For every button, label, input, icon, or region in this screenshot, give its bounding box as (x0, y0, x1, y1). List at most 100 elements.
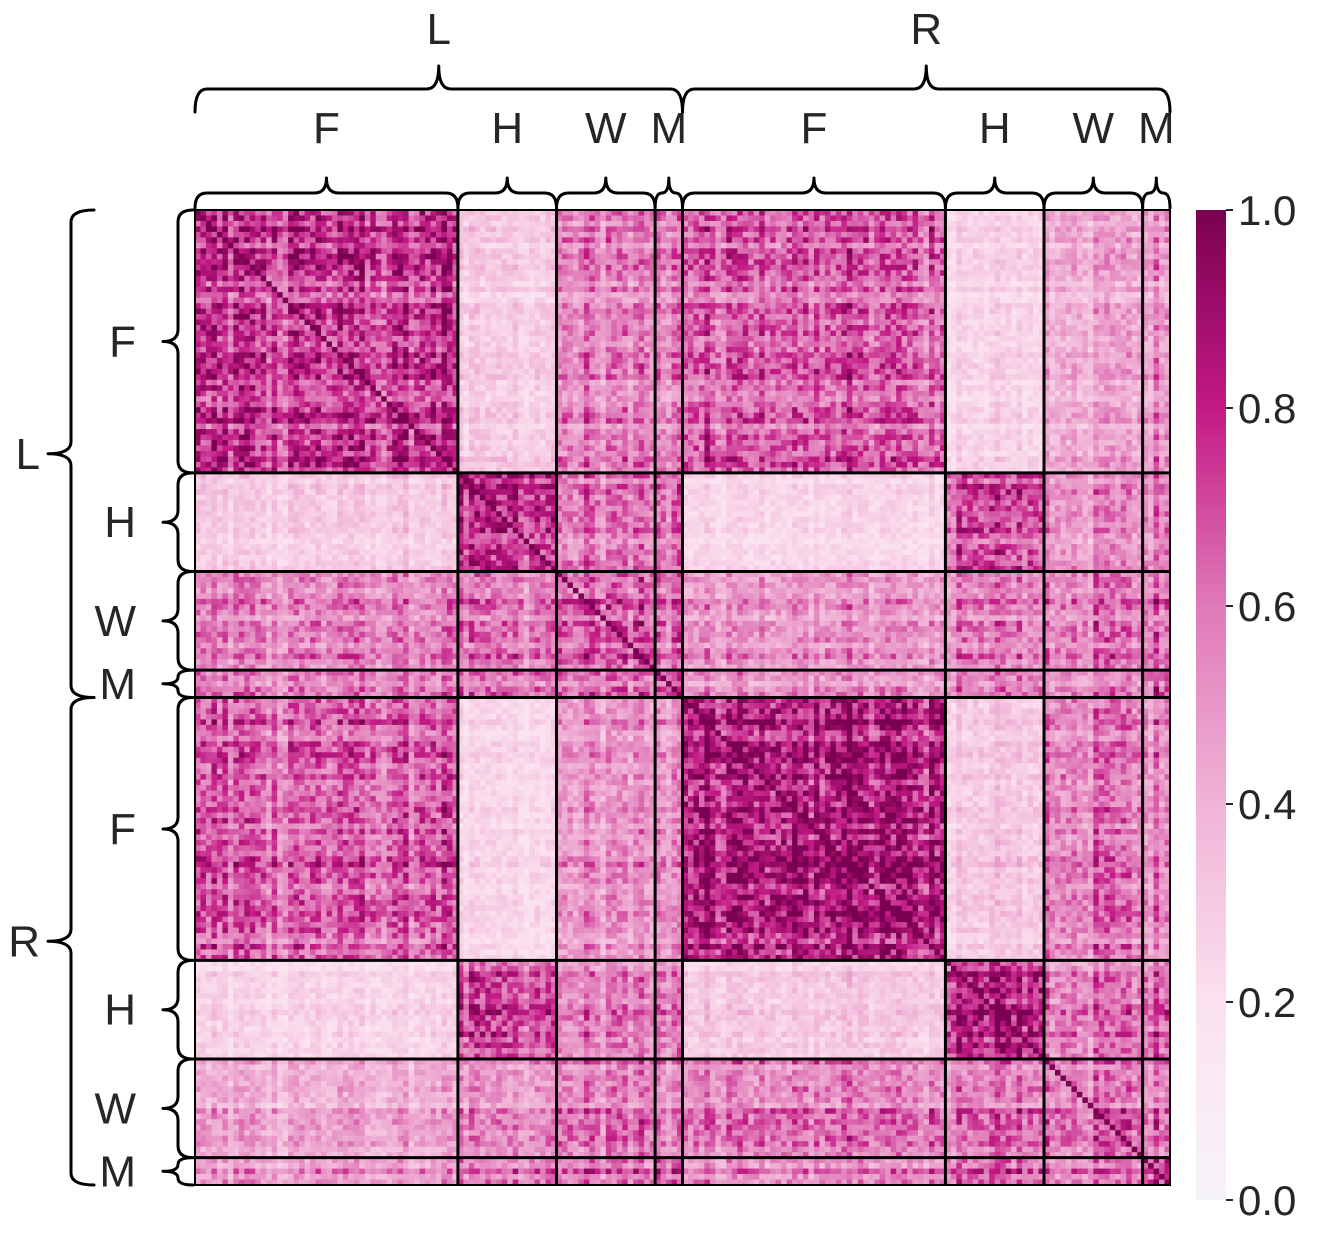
heatmap-cell (704, 259, 711, 266)
heatmap-cell (430, 319, 437, 326)
heatmap-cell (299, 346, 305, 353)
heatmap-cell (846, 352, 853, 359)
heatmap-cell (687, 237, 694, 244)
heatmap-cell (852, 357, 859, 364)
heatmap-cell (616, 259, 623, 266)
heatmap-cell (1137, 308, 1144, 315)
heatmap-cell (485, 264, 492, 271)
heatmap-cell (605, 220, 612, 227)
heatmap-cell (255, 297, 262, 304)
heatmap-cell (605, 346, 612, 353)
heatmap-cell (824, 220, 831, 227)
heatmap-cell (233, 248, 240, 255)
heatmap-cell (709, 264, 716, 271)
heatmap-cell (896, 297, 902, 304)
heatmap-cell (726, 314, 733, 320)
heatmap-cell (972, 259, 979, 266)
heatmap-cell (205, 281, 212, 288)
heatmap-cell (485, 303, 492, 309)
heatmap-cell (671, 264, 678, 271)
heatmap-cell (561, 319, 568, 326)
heatmap-cell (468, 292, 475, 299)
heatmap-cell (1076, 341, 1083, 348)
heatmap-cell (808, 357, 815, 364)
heatmap-cell (227, 314, 234, 320)
heatmap-cell (1104, 352, 1111, 359)
heatmap-cell (813, 210, 820, 216)
heatmap-cell (994, 292, 1001, 299)
heatmap-cell (753, 292, 760, 299)
heatmap-cell (474, 275, 481, 282)
heatmap-cell (781, 314, 787, 320)
heatmap-cell (863, 308, 870, 315)
heatmap-cell (633, 275, 640, 282)
heatmap-cell (863, 270, 870, 277)
heatmap-cell (890, 346, 897, 353)
heatmap-cell (594, 226, 601, 233)
heatmap-cell (934, 341, 941, 348)
heatmap-cell (715, 281, 722, 288)
heatmap-cell (364, 237, 371, 244)
heatmap-cell (1153, 319, 1160, 326)
heatmap-cell (978, 335, 985, 342)
heatmap-cell (1104, 242, 1111, 249)
heatmap-cell (556, 275, 563, 282)
heatmap-cell (896, 335, 902, 342)
heatmap-cell (534, 220, 541, 227)
heatmap-cell (496, 259, 503, 266)
heatmap-cell (605, 253, 612, 260)
heatmap-cell (288, 215, 294, 222)
heatmap-cell (868, 286, 875, 293)
heatmap-cell (288, 259, 294, 266)
heatmap-cell (649, 220, 656, 227)
heatmap-cell (704, 325, 711, 331)
heatmap-cell (1076, 226, 1083, 233)
heatmap-cell (983, 210, 990, 216)
heatmap-cell (1159, 325, 1165, 331)
heatmap-cell (868, 264, 875, 271)
heatmap-cell (238, 314, 245, 320)
heatmap-cell (742, 215, 749, 222)
heatmap-cell (364, 308, 371, 315)
heatmap-cell (545, 215, 552, 222)
heatmap-cell (1054, 357, 1061, 364)
heatmap-cell (205, 308, 212, 315)
heatmap-cell (1120, 357, 1127, 364)
heatmap-cell (490, 303, 497, 309)
heatmap-cell (419, 215, 426, 222)
heatmap-cell (408, 330, 415, 337)
heatmap-cell (572, 303, 579, 309)
heatmap-cell (1137, 237, 1144, 244)
heatmap-cell (222, 286, 229, 293)
heatmap-cell (1153, 303, 1160, 309)
heatmap-cell (1000, 308, 1007, 315)
heatmap-cell (1016, 264, 1023, 271)
heatmap-cell (523, 259, 530, 266)
heatmap-cell (666, 335, 672, 342)
heatmap-cell (425, 314, 431, 320)
heatmap-cell (446, 357, 453, 364)
heatmap-cell (1120, 335, 1127, 342)
heatmap-cell (1093, 248, 1100, 255)
heatmap-cell (468, 286, 475, 293)
heatmap-cell (611, 330, 618, 337)
heatmap-cell (381, 341, 388, 348)
heatmap-cell (249, 292, 256, 299)
heatmap-cell (994, 357, 1001, 364)
heatmap-cell (687, 303, 694, 309)
heatmap-cell (852, 270, 859, 277)
heatmap-cell (945, 242, 952, 249)
heatmap-cell (1120, 215, 1127, 222)
heatmap-cell (857, 281, 864, 288)
heatmap-cell (222, 231, 229, 238)
heatmap-cell (249, 259, 256, 266)
heatmap-cell (589, 259, 596, 266)
heatmap-cell (1153, 253, 1160, 260)
heatmap-cell (698, 319, 705, 326)
heatmap-cell (211, 270, 218, 277)
heatmap-cell (742, 297, 749, 304)
heatmap-cell (945, 226, 952, 233)
heatmap-cell (348, 231, 355, 238)
heatmap-cell (299, 270, 305, 277)
heatmap-cell (677, 297, 683, 304)
